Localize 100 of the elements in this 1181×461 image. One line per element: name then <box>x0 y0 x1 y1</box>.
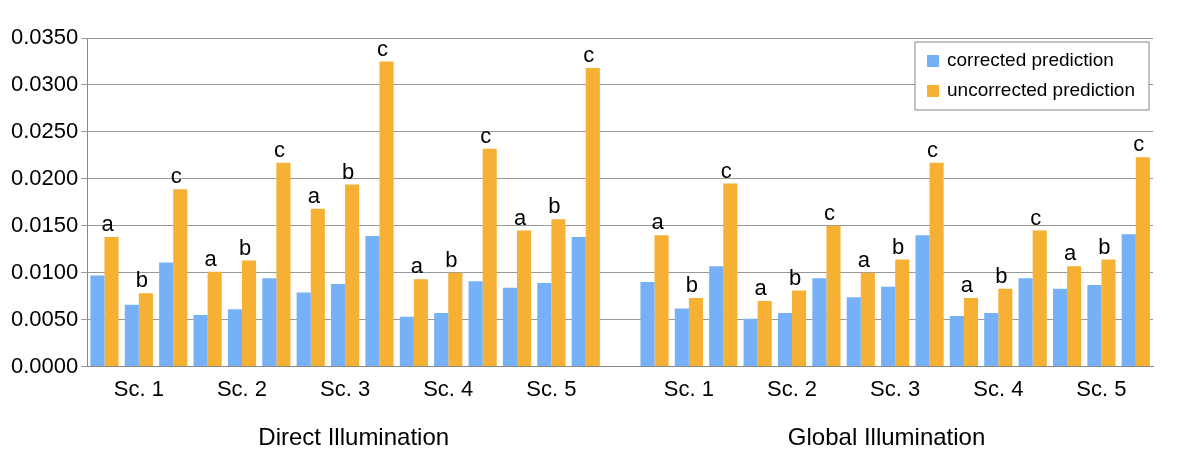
data-label: c <box>170 163 182 189</box>
bar <box>331 283 346 367</box>
data-label: b <box>135 267 149 293</box>
bar <box>1067 266 1082 367</box>
bar <box>654 235 669 367</box>
bar <box>502 287 518 367</box>
x-tick-label: Sc. 5 <box>526 375 577 401</box>
bar <box>413 279 428 367</box>
bar <box>276 162 291 367</box>
bar <box>193 314 208 367</box>
bar <box>949 315 964 367</box>
data-label: b <box>548 193 561 219</box>
bar <box>1032 230 1047 367</box>
x-tick-label: Sc. 1 <box>113 375 164 401</box>
data-label: b <box>892 233 905 259</box>
data-label: a <box>857 246 871 272</box>
x-tick-label: Sc. 2 <box>216 375 268 401</box>
bar <box>860 272 875 367</box>
bar <box>434 313 449 367</box>
data-label: c <box>720 157 732 183</box>
y-tick-label: 0.0300 <box>10 71 79 97</box>
bar <box>984 313 999 367</box>
bar <box>826 225 841 367</box>
bar <box>482 148 497 367</box>
bar <box>227 309 242 367</box>
data-label: a <box>410 253 424 279</box>
bar <box>929 162 944 367</box>
data-label: a <box>513 204 527 230</box>
data-label: b <box>1098 233 1111 259</box>
y-tick-label: 0.0100 <box>10 258 79 284</box>
data-label: c <box>1133 131 1145 157</box>
bar <box>777 313 793 367</box>
bar <box>640 282 655 367</box>
bar <box>1087 284 1102 367</box>
bar <box>812 278 827 367</box>
y-tick-label: 0.0250 <box>10 117 79 143</box>
x-tick-label: Sc. 3 <box>870 375 921 401</box>
bar <box>963 298 979 367</box>
bar <box>104 237 119 367</box>
data-label: b <box>342 158 355 184</box>
legend-label: uncorrected prediction <box>947 79 1135 101</box>
x-tick-label: Sc. 2 <box>766 375 818 401</box>
bar <box>448 272 463 367</box>
bar <box>399 316 414 367</box>
bar <box>296 292 311 367</box>
bar <box>241 260 257 367</box>
bar <box>379 61 394 367</box>
bar <box>138 293 153 367</box>
bar <box>365 236 380 367</box>
x-tick-label: Sc. 3 <box>320 375 371 401</box>
bar <box>998 288 1013 367</box>
bar <box>1135 157 1150 367</box>
bar <box>159 262 174 367</box>
data-label: a <box>307 182 321 208</box>
bar <box>688 298 703 367</box>
bar <box>537 283 552 367</box>
bar <box>1052 288 1068 367</box>
data-label: c <box>1030 204 1042 230</box>
bar <box>1018 278 1033 367</box>
y-tick-label: 0.0350 <box>10 24 79 50</box>
bar <box>310 208 325 367</box>
bar <box>881 286 896 367</box>
data-label: b <box>445 246 458 272</box>
x-tick-label: Sc. 4 <box>973 375 1024 401</box>
bar <box>895 259 910 367</box>
data-label: a <box>651 209 665 235</box>
bar <box>585 68 600 367</box>
bar <box>1101 259 1116 367</box>
bar <box>207 271 222 367</box>
bar <box>517 230 532 367</box>
data-label: b <box>238 234 252 260</box>
legend-label: corrected prediction <box>947 49 1114 71</box>
bar <box>709 266 724 367</box>
bar <box>124 304 139 367</box>
y-tick-label: 0.0050 <box>10 305 79 331</box>
data-label: a <box>960 272 974 298</box>
bar <box>345 184 360 367</box>
data-label: b <box>685 272 699 298</box>
bar <box>551 219 566 367</box>
text: Direct Illumination <box>258 423 450 450</box>
bar <box>915 235 930 367</box>
data-label: c <box>377 35 389 61</box>
bar <box>723 183 738 367</box>
y-tick-label: 0.0150 <box>10 211 79 237</box>
x-tick-label: Sc. 4 <box>423 375 474 401</box>
bar <box>674 308 689 367</box>
bar <box>571 237 586 367</box>
data-label: b <box>788 264 802 290</box>
data-label: a <box>204 245 218 271</box>
data-label: a <box>101 211 115 237</box>
text: Global Illumination <box>787 423 986 450</box>
bar <box>743 318 758 367</box>
y-tick-label: 0.0000 <box>10 352 79 378</box>
x-tick-label: Sc. 1 <box>663 375 714 401</box>
bar <box>846 297 861 367</box>
data-label: a <box>1063 240 1077 266</box>
bar <box>173 189 188 367</box>
bar <box>792 290 807 367</box>
bar <box>757 300 772 367</box>
bar <box>90 275 105 367</box>
